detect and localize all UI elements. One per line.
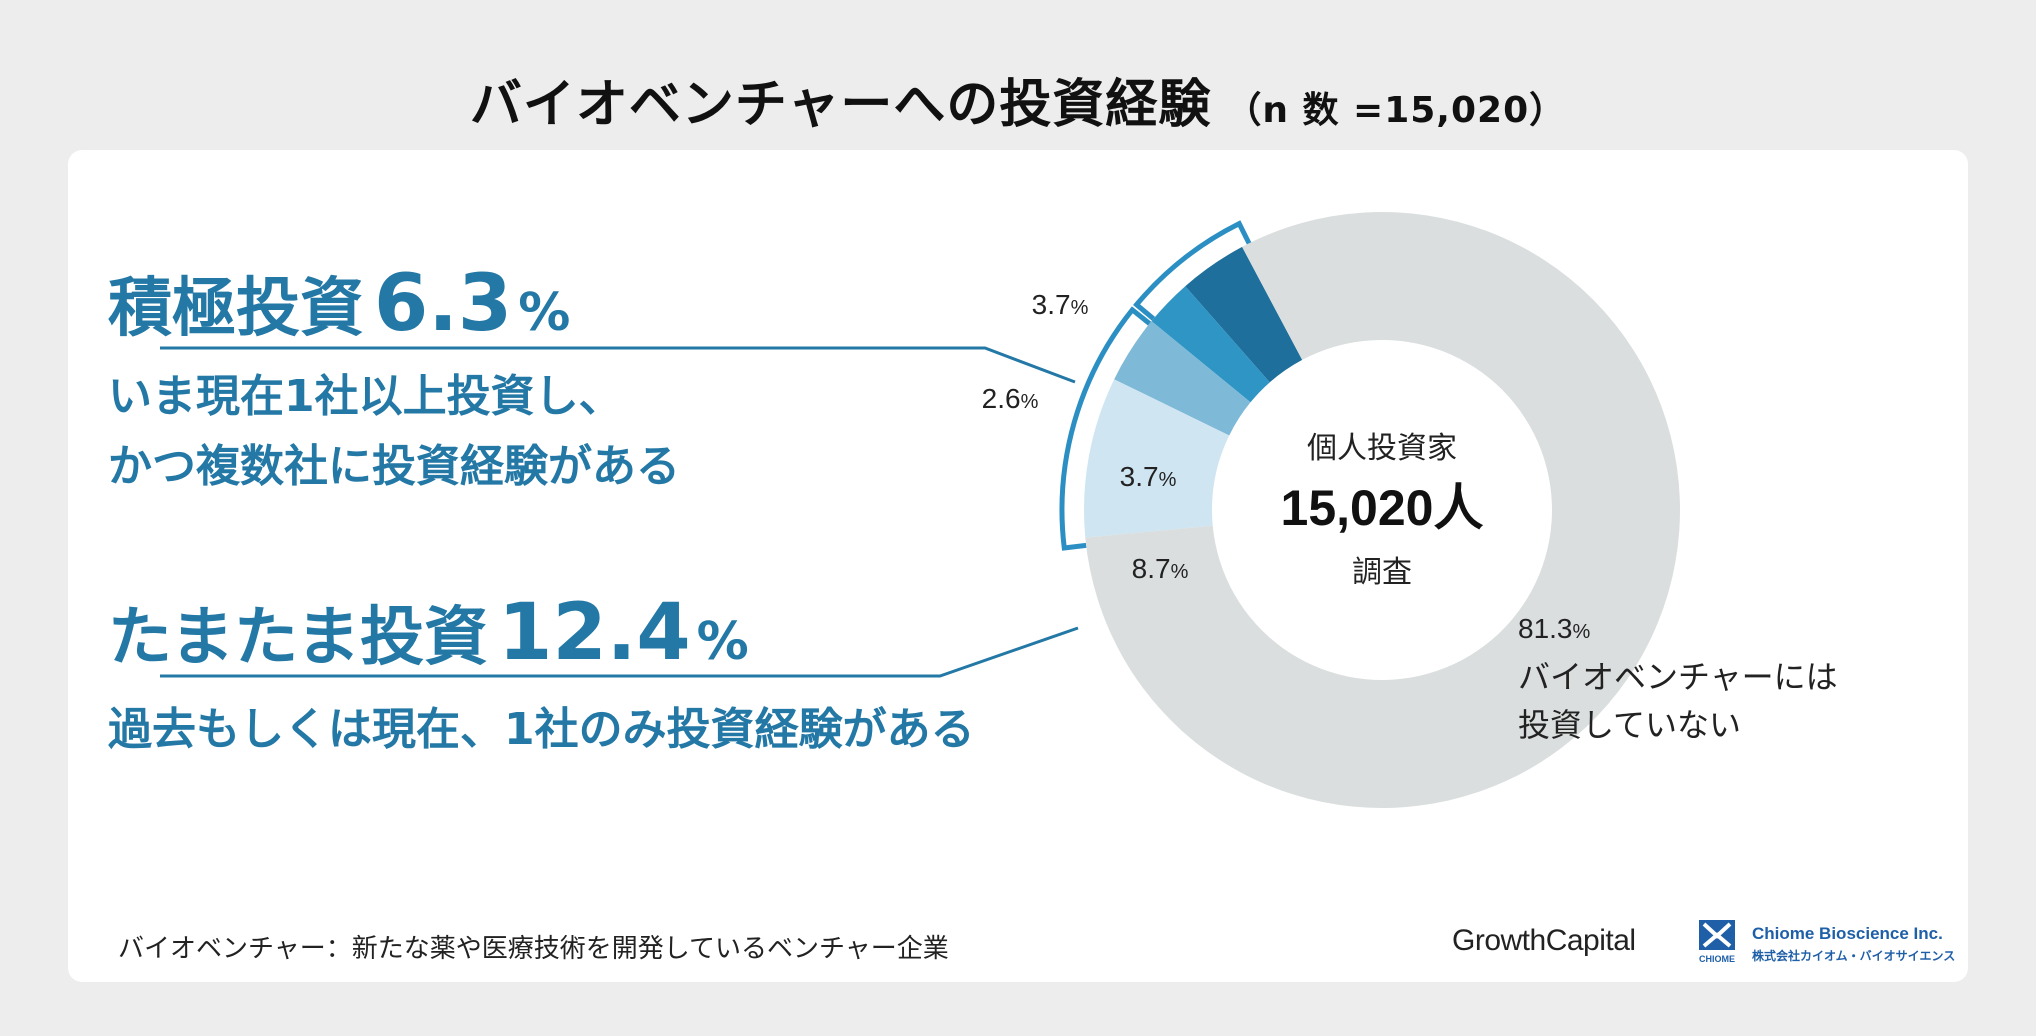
center-label-line1: 個人投資家	[1307, 432, 1457, 465]
active-investment-name: 積極投資	[108, 272, 364, 346]
occasional-leader-line	[160, 626, 1079, 678]
donut-slice-2	[1151, 286, 1270, 403]
chart-title: バイオベンチャーへの投資経験 （n 数 =15,020）	[0, 62, 2036, 137]
chiome-logo-icon: CHIOME	[1699, 920, 1735, 964]
center-label-line3: 調査	[1352, 556, 1412, 589]
footnote: バイオベンチャー：新たな薬や医療技術を開発しているベンチャー企業	[118, 934, 949, 964]
slice-label-3: 3.7%	[1120, 461, 1177, 492]
growth-capital-logo: GrowthCapital	[1452, 924, 1636, 957]
occasional-investment-desc-line1: 過去もしくは現在、1社のみ投資経験がある	[108, 704, 975, 755]
no-investment-desc-line1: バイオベンチャーには	[1518, 659, 1838, 695]
slice-label-5: 81.3%	[1518, 613, 1591, 644]
active-leader-line	[160, 346, 1076, 384]
active-investment-pct: 6.3	[374, 259, 513, 349]
occasional-bracket	[1059, 306, 1152, 551]
active-investment-desc-line1: いま現在1社以上投資し、	[108, 371, 623, 422]
active-investment-desc: いま現在1社以上投資し、 かつ複数社に投資経験がある	[108, 362, 680, 502]
chiome-brand-en: Chiome Bioscience Inc.	[1752, 924, 1943, 943]
donut-slice-5	[1085, 212, 1681, 809]
chiome-brand: Chiome Bioscience Inc. 株式会社カイオム・バイオサイエンス	[1752, 924, 1955, 964]
chiome-brand-ja: 株式会社カイオム・バイオサイエンス	[1752, 949, 1956, 963]
center-label-line2: 15,020人	[1281, 480, 1484, 536]
donut-slice-4	[1084, 379, 1230, 538]
donut-slice-1	[1185, 246, 1303, 383]
donut-slice-3	[1114, 321, 1251, 436]
occasional-investment-name: たまたま投資	[108, 601, 489, 675]
active-bracket	[1133, 220, 1252, 321]
occasional-investment-desc: 過去もしくは現在、1社のみ投資経験がある	[108, 695, 975, 765]
chart-title-sub: （n 数 =15,020）	[1225, 90, 1567, 131]
occasional-investment-unit: %	[696, 612, 749, 672]
slice-label-4: 8.7%	[1132, 553, 1189, 584]
chart-title-main: バイオベンチャーへの投資経験	[469, 75, 1212, 135]
slice-label-1: 3.7%	[1032, 289, 1089, 320]
occasional-investment-pct: 12.4	[498, 588, 691, 678]
chiome-logo-text: CHIOME	[1699, 954, 1735, 964]
no-investment-desc-line2: 投資していない	[1518, 707, 1741, 743]
occasional-investment-title: たまたま投資 12.4%	[108, 594, 749, 672]
active-investment-title: 積極投資 6.3%	[108, 265, 570, 343]
active-investment-unit: %	[518, 283, 571, 343]
slice-label-2: 2.6%	[982, 383, 1039, 414]
active-investment-desc-line2: かつ複数社に投資経験がある	[108, 441, 680, 492]
